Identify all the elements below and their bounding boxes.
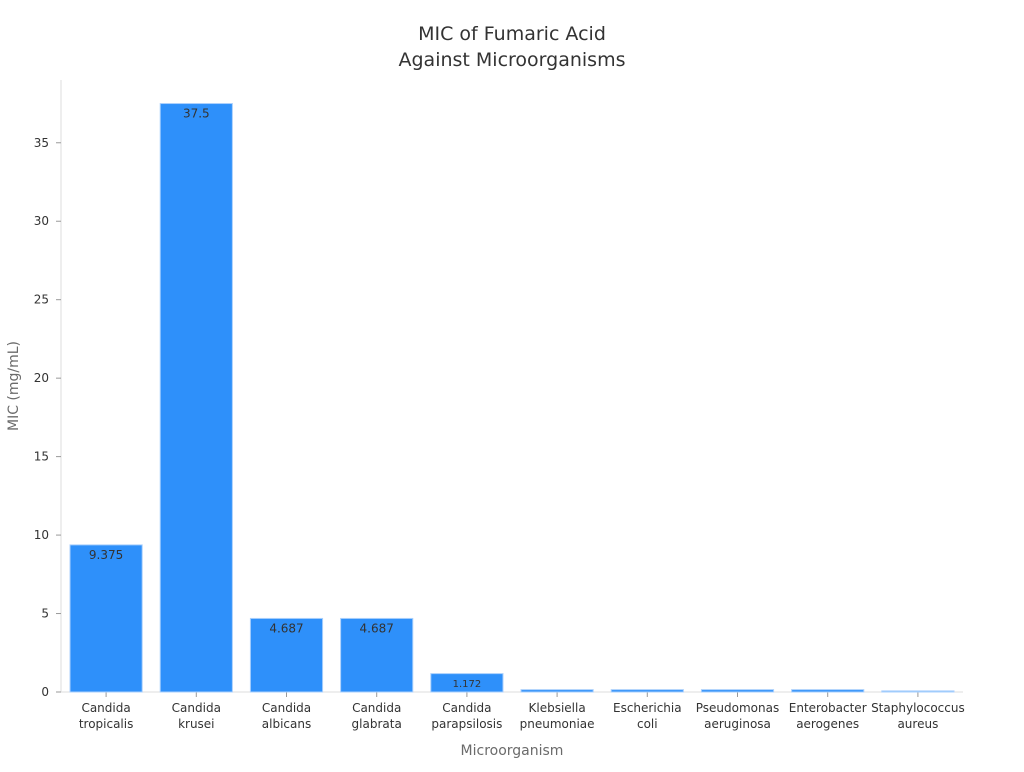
x-tick-label: Klebsiella pneumoniae [520, 701, 595, 731]
x-tick-label: Escherichia coli [613, 701, 682, 731]
chart-title: MIC of Fumaric Acid Against Microorganism… [399, 23, 626, 71]
y-tick-label: 25 [34, 293, 49, 307]
x-tick-label: Candida albicans [262, 701, 311, 731]
data-label: 1.172 [453, 679, 482, 690]
bar [791, 689, 865, 693]
y-tick-label: 5 [41, 607, 49, 621]
chart-title-line: Against Microorganisms [399, 49, 626, 71]
y-tick-label: 15 [34, 450, 49, 464]
x-tick-label: Candida parapsilosis [431, 701, 502, 731]
y-tick-label: 35 [34, 136, 49, 150]
y-axis: 0 5 10 15 20 25 30 35 [34, 80, 62, 699]
data-label: 9.375 [89, 548, 123, 562]
bar [340, 617, 414, 693]
y-tick-label: 20 [34, 371, 49, 385]
bar [700, 689, 775, 693]
y-tick-label: 10 [34, 528, 49, 542]
x-tick-label: Pseudomonas aeruginosa [696, 701, 779, 731]
x-tick-label: Staphylococcus aureus [871, 701, 965, 731]
bar [159, 103, 233, 693]
bar [430, 673, 504, 693]
x-axis-title: Microorganism [461, 743, 564, 759]
x-axis: Candida tropicalis Candida krusei Candida alb… [61, 691, 965, 731]
data-label: 37.5 [183, 107, 210, 121]
chart-title-line: MIC of Fumaric Acid [418, 23, 606, 45]
bar [249, 617, 324, 693]
bar [610, 689, 684, 693]
x-tick-label: Candida glabrata [352, 701, 402, 731]
data-label: 4.687 [269, 621, 303, 635]
bar [520, 689, 594, 693]
data-labels: 9.375 37.5 4.687 4.687 1.172 [89, 107, 481, 690]
y-tick-label: 0 [41, 685, 49, 699]
x-tick-label: Enterobacter aerogenes [789, 701, 867, 731]
bar [881, 690, 955, 693]
data-label: 4.687 [360, 621, 394, 635]
x-tick-label: Candida krusei [172, 701, 221, 731]
y-tick-label: 30 [34, 214, 49, 228]
x-tick-label: Candida tropicalis [79, 701, 134, 731]
bars [69, 103, 955, 693]
y-axis-title: MIC (mg/mL) [6, 341, 22, 431]
bar [69, 544, 143, 693]
